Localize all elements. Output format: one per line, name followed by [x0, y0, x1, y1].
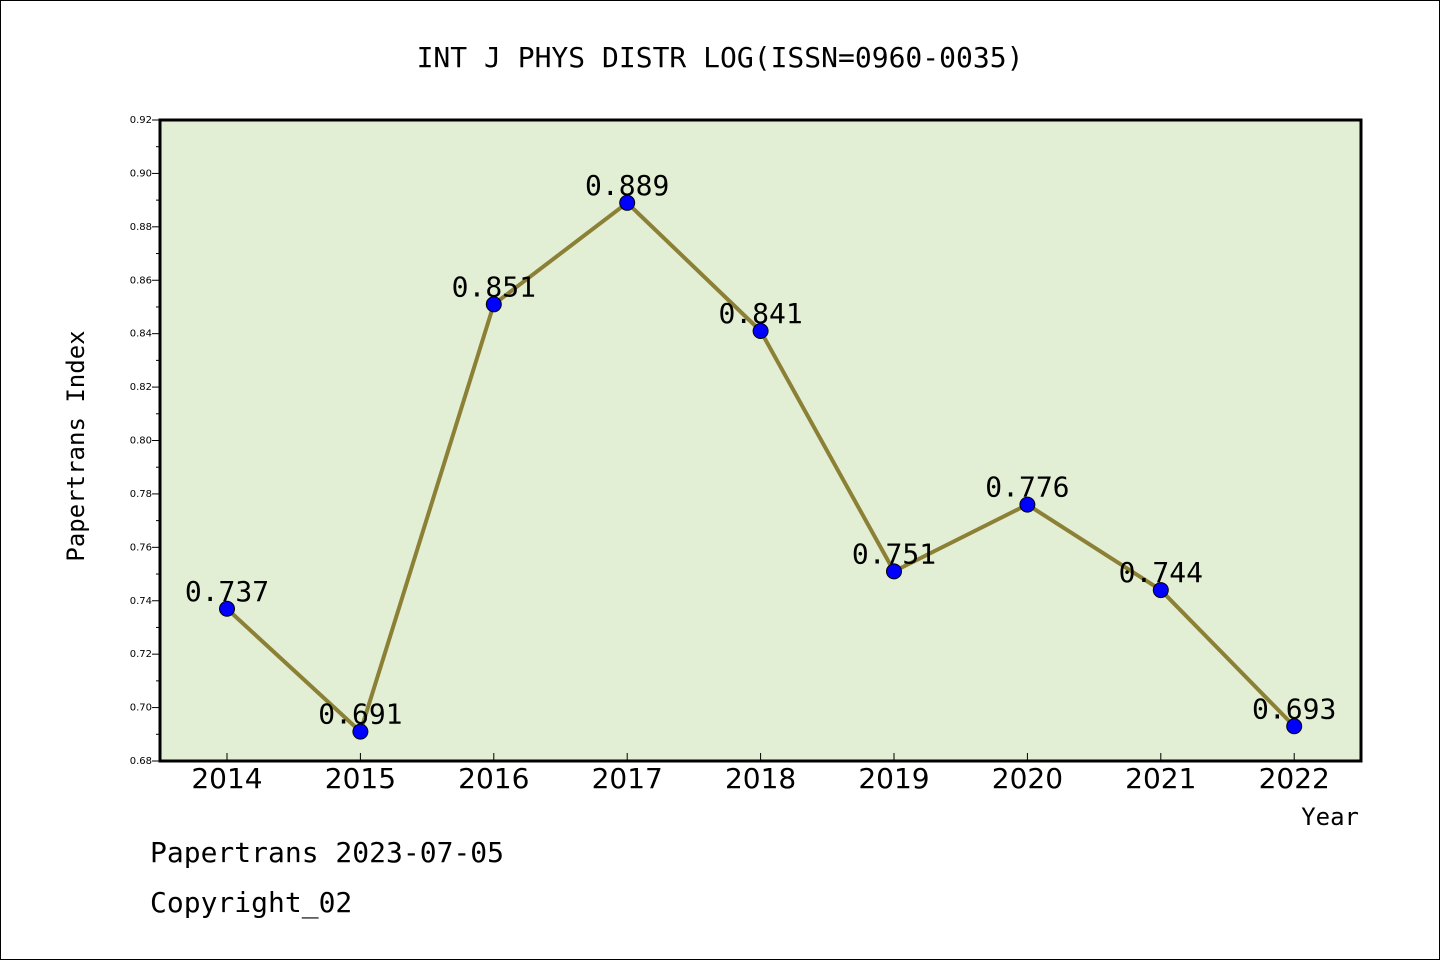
data-point-label: 0.744 — [1119, 556, 1203, 589]
data-point-label: 0.737 — [185, 575, 269, 608]
footer-date-text: Papertrans 2023-07-05 — [150, 836, 505, 869]
y-tick-label: 0.78 — [130, 489, 152, 500]
data-point-label: 0.751 — [852, 537, 936, 570]
y-tick-label: 0.84 — [130, 329, 152, 340]
x-tick-label: 2018 — [725, 762, 796, 795]
x-tick-label: 2015 — [325, 762, 396, 795]
y-tick-label: 0.88 — [130, 222, 152, 233]
x-tick-label: 2020 — [992, 762, 1063, 795]
x-tick-label: 2021 — [1125, 762, 1196, 795]
plot-area — [158, 118, 1363, 763]
data-point-marker — [1019, 496, 1036, 513]
y-tick-label: 0.68 — [130, 756, 152, 767]
x-tick-label: 2022 — [1259, 762, 1330, 795]
y-tick-label: 0.76 — [130, 542, 152, 553]
data-labels-group: 0.737 0.691 0.851 0.889 0.841 0.751 0.776 0.744… — [185, 169, 1336, 731]
data-point-marker — [485, 296, 502, 313]
x-axis-title: Year — [1301, 803, 1359, 831]
data-point-label: 0.841 — [718, 297, 802, 330]
footer-copyright-text: Copyright_02 — [150, 886, 353, 919]
x-tick-label: 2016 — [458, 762, 529, 795]
x-tick-label: 2017 — [592, 762, 663, 795]
y-axis: 0.68 0.70 0.72 0.74 0.76 0.78 0.80 0.82 0.84 0.86… — [130, 115, 160, 767]
x-tick-label: 2019 — [858, 762, 929, 795]
data-point-label: 0.693 — [1252, 692, 1336, 725]
y-tick-label: 0.72 — [130, 649, 152, 660]
data-point-marker — [752, 322, 769, 339]
data-point-marker — [1152, 582, 1169, 599]
chart-title: INT J PHYS DISTR LOG(ISSN=0960-0035) — [417, 41, 1024, 74]
data-point-marker — [352, 723, 369, 740]
data-point-label: 0.851 — [452, 270, 536, 303]
data-point-marker — [886, 563, 902, 580]
y-tick-label: 0.70 — [130, 703, 152, 714]
data-point-label: 0.691 — [318, 698, 402, 731]
y-tick-label: 0.74 — [130, 596, 152, 607]
data-point-marker — [619, 194, 636, 211]
data-point-label: 0.776 — [985, 471, 1069, 504]
y-tick-label: 0.90 — [130, 168, 152, 179]
data-point-label: 0.889 — [585, 169, 669, 202]
y-tick-label: 0.82 — [130, 382, 152, 393]
y-axis-title: Papertrans Index — [62, 330, 90, 561]
data-point-marker — [219, 600, 235, 617]
y-tick-label: 0.92 — [130, 115, 152, 126]
x-axis: 2014 2015 2016 2017 2018 2019 2020 2021 2022 — [191, 753, 1330, 795]
data-point-marker — [1286, 718, 1303, 735]
y-tick-label: 0.86 — [130, 275, 152, 286]
x-tick-label: 2014 — [191, 762, 262, 795]
markers-group — [219, 194, 1303, 740]
y-tick-label: 0.80 — [130, 436, 152, 447]
